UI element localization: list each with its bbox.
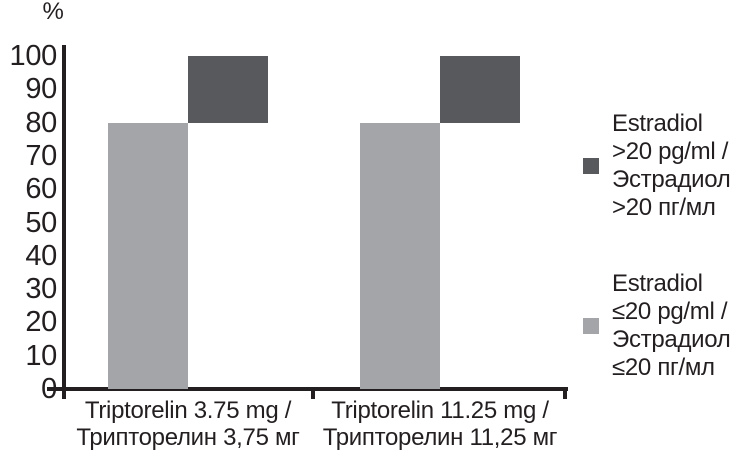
x-axis-tick (311, 387, 315, 399)
legend-label-line: Эстрадиол (612, 166, 731, 193)
category-label-line: Triptorelin 3.75 mg / (84, 397, 292, 424)
category-label-line: Трипторелин 11,25 мг (322, 424, 558, 451)
legend-label-line: ≤20 pg/ml / (612, 298, 728, 325)
x-axis-tick (563, 387, 567, 399)
legend-label-line: Estradiol (612, 110, 703, 137)
legend-swatch-light (583, 318, 599, 334)
legend-label-line: Estradiol (612, 270, 703, 297)
y-axis-tick-label: 60 (25, 173, 57, 206)
y-axis-tick-labels: 0 10 20 30 40 50 60 70 80 90 100 (0, 41, 58, 404)
legend-item-estradiol-below-20: Estradiol ≤20 pg/ml / Эстрадиол ≤20 пг/м… (583, 270, 731, 382)
y-axis-tick-label: 50 (25, 206, 57, 239)
legend-swatch-dark (583, 158, 599, 174)
legend-label-line: >20 pg/ml / (612, 138, 729, 165)
x-axis-line (47, 387, 568, 391)
bar-estradiol-above-20 (440, 56, 520, 123)
legend-label: Estradiol ≤20 pg/ml / Эстрадиол ≤20 пг/м… (612, 270, 731, 382)
category-label-triptorelin-11-25: Triptorelin 11.25 mg / Трипторелин 11,25… (290, 397, 590, 451)
y-axis-unit-label: % (42, 0, 64, 25)
category-label-line: Трипторелин 3,75 мг (76, 424, 300, 451)
bar-estradiol-below-20 (360, 122, 440, 389)
y-axis-tick-label: 90 (25, 73, 57, 106)
legend-label-line: Эстрадиол (612, 326, 731, 353)
y-axis-tick-label: 100 (9, 40, 58, 72)
y-axis-tick-label: 10 (25, 339, 57, 372)
plot-area (62, 56, 565, 389)
y-axis-tick-label: 70 (25, 139, 57, 172)
legend-label-line: >20 пг/мл (612, 194, 716, 221)
y-axis-tick-label: 30 (25, 273, 57, 306)
y-axis-line (62, 45, 66, 399)
legend-label: Estradiol >20 pg/ml / Эстрадиол >20 пг/м… (612, 110, 731, 222)
y-axis-tick-label: 0 (41, 373, 57, 405)
category-label-triptorelin-3-75: Triptorelin 3.75 mg / Трипторелин 3,75 м… (38, 397, 338, 451)
legend-label-line: ≤20 пг/мл (612, 354, 715, 381)
bar-estradiol-above-20 (188, 56, 268, 123)
y-axis-tick-label: 20 (25, 306, 57, 339)
bar-estradiol-below-20 (108, 122, 188, 389)
y-axis-tick-label: 40 (25, 239, 57, 272)
y-axis-tick-label: 80 (25, 106, 57, 139)
legend-item-estradiol-above-20: Estradiol >20 pg/ml / Эстрадиол >20 пг/м… (583, 110, 731, 222)
category-label-line: Triptorelin 11.25 mg / (331, 397, 549, 424)
